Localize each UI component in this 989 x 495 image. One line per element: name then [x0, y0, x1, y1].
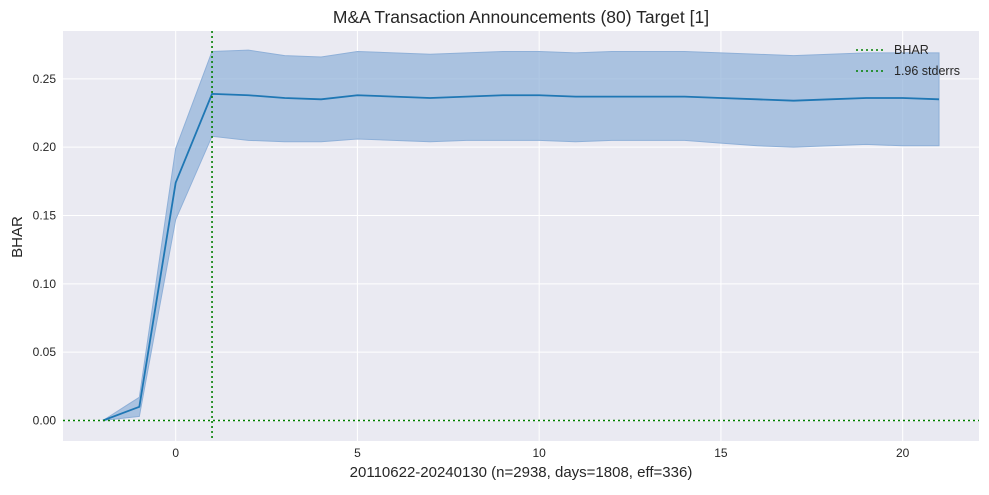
legend-label: 1.96 stderrs — [894, 64, 960, 78]
y-tick-label: 0.20 — [33, 140, 57, 154]
y-tick-label: 0.10 — [33, 277, 57, 291]
y-tick-label: 0.00 — [33, 414, 57, 428]
y-tick-label: 0.15 — [33, 209, 57, 223]
legend-label: BHAR — [894, 43, 929, 57]
x-tick-label: 20 — [896, 446, 910, 460]
series-line — [102, 92, 940, 422]
y-tick-label: 0.25 — [33, 72, 57, 86]
y-axis-label: BHAR — [9, 216, 26, 258]
legend: BHAR 1.96 stderrs — [856, 43, 960, 78]
x-tick-label: 0 — [172, 446, 179, 460]
confidence-band — [102, 49, 940, 421]
series — [102, 49, 940, 422]
x-tick-label: 15 — [714, 446, 728, 460]
x-tick-label: 10 — [532, 446, 546, 460]
x-tick-label: 5 — [354, 446, 361, 460]
tick-labels: 0 5 10 15 20 0.00 0.05 0.10 0.15 0.20 0.25 — [33, 72, 910, 460]
x-axis-label: 20110622-20240130 (n=2938, days=1808, ef… — [350, 464, 693, 481]
plot-area — [63, 31, 979, 441]
y-tick-label: 0.05 — [33, 345, 57, 359]
reference-lines — [63, 31, 979, 441]
chart-title: M&A Transaction Announcements (80) Targe… — [333, 7, 709, 27]
